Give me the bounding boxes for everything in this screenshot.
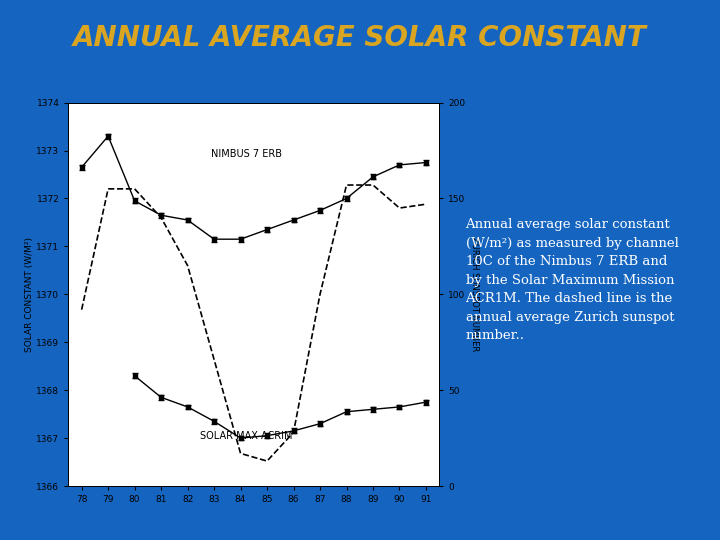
Text: SOLAR MAX ACRIM: SOLAR MAX ACRIM bbox=[200, 431, 292, 441]
Text: Annual average solar constant
(W/m²) as measured by channel
10C of the Nimbus 7 : Annual average solar constant (W/m²) as … bbox=[466, 218, 678, 342]
Text: NIMBUS 7 ERB: NIMBUS 7 ERB bbox=[211, 150, 282, 159]
Y-axis label: SOLAR CONSTANT (W/M²): SOLAR CONSTANT (W/M²) bbox=[24, 237, 34, 352]
Text: ANNUAL AVERAGE SOLAR CONSTANT: ANNUAL AVERAGE SOLAR CONSTANT bbox=[73, 24, 647, 52]
Y-axis label: ZURICH SUNSPOT NUMBER: ZURICH SUNSPOT NUMBER bbox=[469, 237, 479, 352]
